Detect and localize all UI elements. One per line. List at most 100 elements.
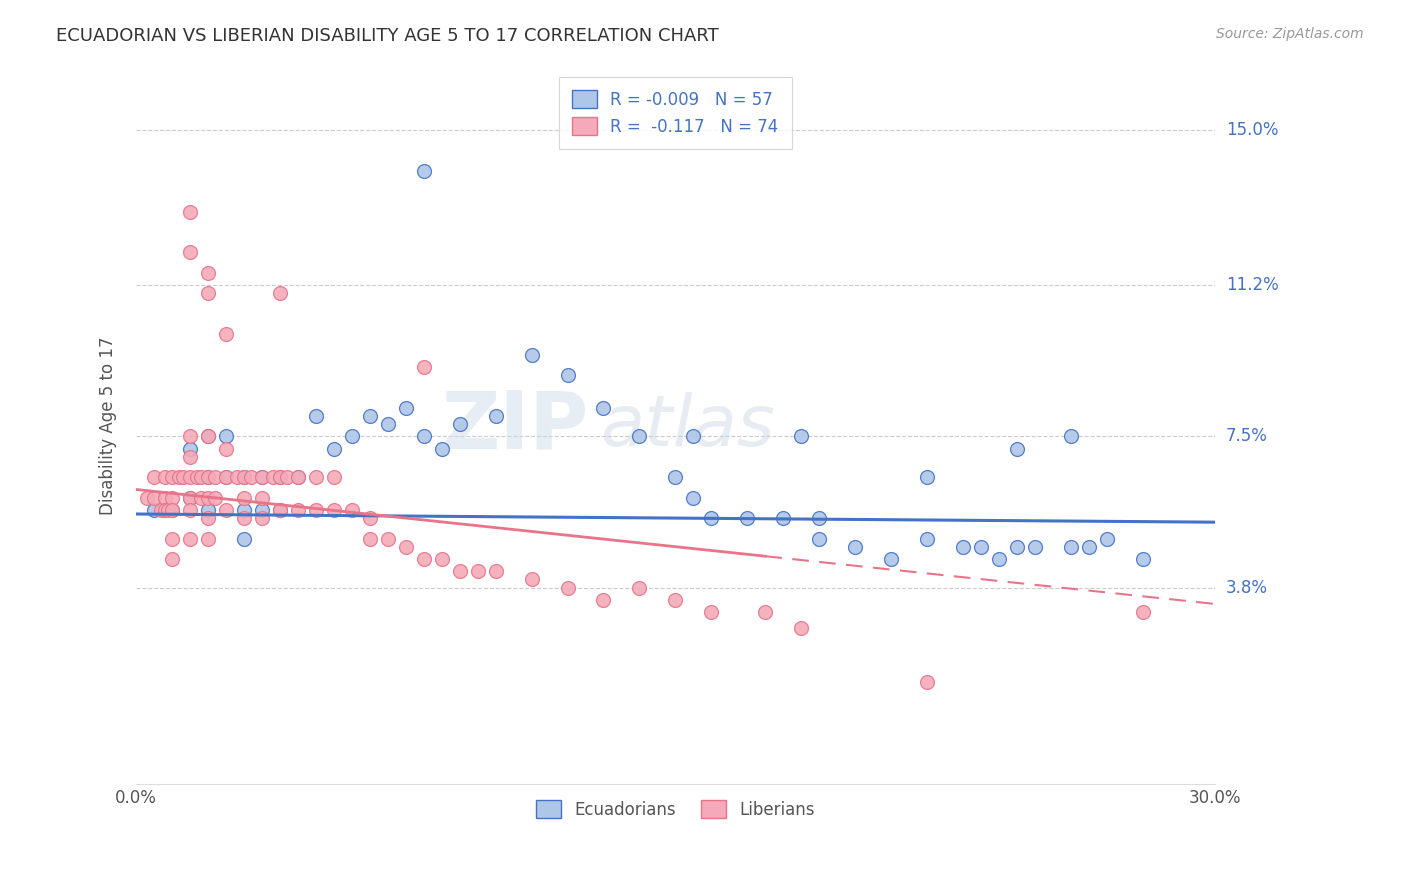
Point	[153, 503, 176, 517]
Point	[197, 470, 219, 484]
Point	[377, 532, 399, 546]
Point	[628, 581, 651, 595]
Point	[197, 511, 219, 525]
Text: 3.8%: 3.8%	[1226, 579, 1268, 597]
Point	[485, 409, 508, 423]
Point	[179, 429, 201, 443]
Point	[197, 503, 219, 517]
Point	[197, 470, 219, 484]
Point	[395, 540, 418, 554]
Point	[204, 491, 226, 505]
Text: ECUADORIAN VS LIBERIAN DISABILITY AGE 5 TO 17 CORRELATION CHART: ECUADORIAN VS LIBERIAN DISABILITY AGE 5 …	[56, 27, 718, 45]
Point	[1095, 532, 1118, 546]
Point	[1132, 605, 1154, 619]
Point	[233, 470, 256, 484]
Point	[412, 552, 434, 566]
Point	[160, 470, 183, 484]
Point	[1077, 540, 1099, 554]
Point	[485, 564, 508, 578]
Point	[215, 442, 238, 456]
Point	[467, 564, 489, 578]
Point	[557, 581, 579, 595]
Point	[305, 409, 328, 423]
Point	[197, 286, 219, 301]
Point	[1132, 552, 1154, 566]
Point	[682, 429, 704, 443]
Point	[269, 286, 291, 301]
Point	[682, 491, 704, 505]
Text: 15.0%: 15.0%	[1226, 120, 1278, 139]
Point	[150, 503, 173, 517]
Point	[322, 503, 344, 517]
Point	[952, 540, 974, 554]
Point	[190, 491, 212, 505]
Point	[179, 204, 201, 219]
Point	[276, 470, 298, 484]
Point	[449, 417, 471, 431]
Point	[215, 429, 238, 443]
Point	[179, 532, 201, 546]
Point	[664, 592, 686, 607]
Point	[790, 429, 813, 443]
Point	[179, 442, 201, 456]
Point	[160, 503, 183, 517]
Point	[359, 532, 381, 546]
Point	[250, 470, 273, 484]
Point	[754, 605, 776, 619]
Point	[190, 470, 212, 484]
Point	[340, 429, 363, 443]
Point	[225, 470, 247, 484]
Point	[233, 491, 256, 505]
Point	[430, 442, 453, 456]
Point	[915, 470, 938, 484]
Point	[250, 470, 273, 484]
Point	[412, 429, 434, 443]
Point	[395, 401, 418, 415]
Point	[915, 674, 938, 689]
Point	[233, 511, 256, 525]
Point	[262, 470, 284, 484]
Point	[808, 532, 831, 546]
Point	[197, 429, 219, 443]
Point	[735, 511, 758, 525]
Point	[233, 503, 256, 517]
Legend: Ecuadorians, Liberians: Ecuadorians, Liberians	[529, 794, 821, 825]
Point	[287, 470, 309, 484]
Point	[157, 503, 180, 517]
Point	[269, 503, 291, 517]
Point	[430, 552, 453, 566]
Point	[197, 429, 219, 443]
Point	[204, 470, 226, 484]
Point	[915, 532, 938, 546]
Point	[520, 348, 543, 362]
Text: atlas: atlas	[600, 392, 775, 460]
Text: 7.5%: 7.5%	[1226, 427, 1268, 445]
Point	[197, 532, 219, 546]
Point	[135, 491, 157, 505]
Point	[592, 592, 614, 607]
Point	[172, 470, 194, 484]
Text: Source: ZipAtlas.com: Source: ZipAtlas.com	[1216, 27, 1364, 41]
Point	[250, 511, 273, 525]
Point	[250, 503, 273, 517]
Point	[340, 503, 363, 517]
Point	[179, 503, 201, 517]
Point	[186, 470, 208, 484]
Point	[215, 470, 238, 484]
Point	[287, 470, 309, 484]
Point	[160, 552, 183, 566]
Point	[1060, 429, 1083, 443]
Point	[269, 470, 291, 484]
Point	[269, 503, 291, 517]
Point	[179, 491, 201, 505]
Point	[167, 470, 190, 484]
Point	[520, 573, 543, 587]
Point	[359, 511, 381, 525]
Point	[197, 491, 219, 505]
Point	[449, 564, 471, 578]
Point	[179, 245, 201, 260]
Point	[359, 409, 381, 423]
Point	[808, 511, 831, 525]
Point	[179, 450, 201, 464]
Point	[233, 532, 256, 546]
